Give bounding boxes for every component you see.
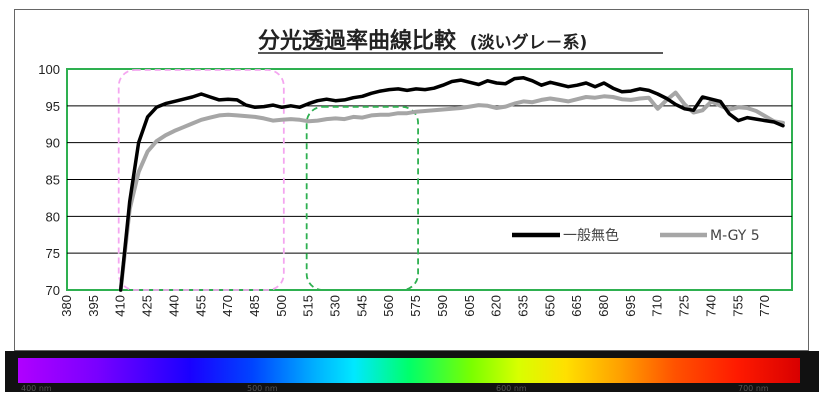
- y-tick-label: 100: [38, 62, 60, 77]
- x-tick-label: 380: [59, 295, 74, 317]
- x-tick-label: 590: [435, 295, 450, 317]
- x-tick-label: 770: [757, 295, 772, 317]
- y-tick-label: 80: [46, 209, 60, 224]
- x-tick-label: 500: [274, 295, 289, 317]
- x-tick-label: 485: [247, 295, 262, 317]
- x-tick-label: 620: [489, 295, 504, 317]
- spectrum-label-400: 400 nm: [21, 384, 52, 393]
- y-tick-labels: 70 75 80 85 90 95 100: [38, 62, 60, 298]
- x-tick-label: 740: [703, 295, 718, 317]
- x-tick-label: 410: [113, 295, 128, 317]
- spectrum-label-600: 600 nm: [496, 384, 527, 393]
- x-tick-label: 665: [569, 295, 584, 317]
- x-tick-label: 755: [730, 295, 745, 317]
- x-tick-label: 710: [650, 295, 665, 317]
- y-tick-label: 90: [46, 136, 60, 151]
- x-tick-label: 635: [515, 295, 530, 317]
- x-tick-label: 605: [462, 295, 477, 317]
- chart-subtitle: (淡いグレ－系): [470, 32, 588, 53]
- chart-title: 分光透過率曲線比較 (淡いグレ－系): [258, 28, 587, 54]
- x-tick-label: 695: [623, 295, 638, 317]
- y-tick-label: 85: [46, 173, 60, 188]
- series-layer: [118, 76, 785, 292]
- spectrum-label-500: 500 nm: [247, 384, 278, 393]
- y-tick-label: 75: [46, 246, 60, 261]
- legend-label-series-1: 一般無色: [563, 227, 619, 244]
- legend-label-series-2: M-GY 5: [710, 228, 760, 244]
- spectrum-gradient: [18, 358, 800, 383]
- legend: 一般無色 M-GY 5: [512, 227, 760, 244]
- y-tick-label: 95: [46, 99, 60, 114]
- x-tick-label: 530: [328, 295, 343, 317]
- grid-layer: [66, 68, 793, 291]
- x-tick-label: 425: [140, 295, 155, 317]
- annotation-uv-region: [117, 69, 285, 291]
- visible-spectrum-bar: 400 nm 500 nm 600 nm 700 nm: [5, 351, 819, 393]
- annotation-visible-region: [305, 105, 419, 291]
- annotation-layer: [117, 69, 419, 291]
- spectrum-label-700: 700 nm: [738, 384, 769, 393]
- x-tick-label: 575: [408, 295, 423, 317]
- x-tick-labels: 380 395 410 425 440 455 470 485 500 515 530 545 560 5…: [59, 295, 772, 317]
- y-tick-label: 70: [46, 283, 60, 298]
- x-tick-label: 470: [220, 295, 235, 317]
- series-line-1: [118, 76, 785, 292]
- x-tick-label: 395: [86, 295, 101, 317]
- x-tick-label: 455: [193, 295, 208, 317]
- x-tick-label: 725: [677, 295, 692, 317]
- chart-title-main: 分光透過率曲線比較: [258, 28, 457, 54]
- series-line-2: [118, 90, 785, 292]
- x-tick-label: 440: [166, 295, 181, 317]
- x-tick-label: 515: [301, 295, 316, 317]
- x-tick-label: 650: [542, 295, 557, 317]
- x-tick-label: 680: [596, 295, 611, 317]
- x-tick-label: 560: [381, 295, 396, 317]
- x-tick-label: 545: [354, 295, 369, 317]
